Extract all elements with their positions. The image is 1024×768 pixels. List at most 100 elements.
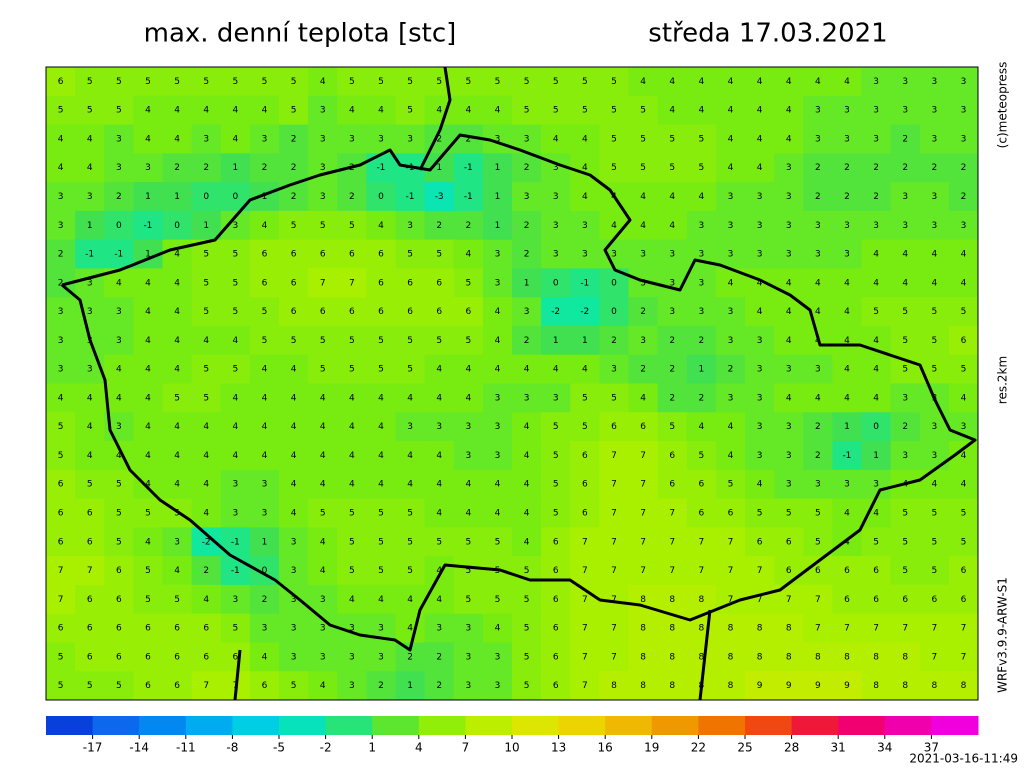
cell-label: 3 (524, 307, 530, 317)
cell-label: 4 (145, 307, 151, 317)
cell (541, 124, 571, 154)
cell-label: 6 (465, 307, 471, 317)
cell-label: 8 (786, 652, 792, 662)
cell-label: 7 (611, 566, 617, 576)
cell-label: 4 (349, 595, 355, 605)
cell (599, 297, 629, 327)
cell (191, 412, 222, 442)
cell (424, 239, 455, 269)
cell-label: -1 (114, 250, 123, 260)
cell (104, 239, 134, 269)
cell (657, 153, 688, 183)
cell-label: 4 (465, 106, 471, 116)
cell (395, 239, 426, 269)
colorbar-tick-label: 22 (691, 741, 706, 755)
cell-label: 7 (669, 566, 675, 576)
cell (395, 412, 426, 442)
cell-label: 3 (378, 624, 384, 634)
cell-label: 4 (961, 250, 967, 260)
cell-label: 8 (669, 681, 675, 691)
cell (861, 182, 892, 212)
cell (249, 671, 280, 701)
cell-label: 5 (58, 106, 64, 116)
cell (745, 556, 775, 586)
cell-label: 2 (844, 192, 850, 202)
cell (279, 469, 309, 500)
cell-label: 5 (873, 537, 879, 547)
cell (599, 383, 629, 413)
cell (308, 297, 338, 327)
cell-label: 4 (757, 134, 763, 144)
cell-label: 6 (786, 537, 792, 547)
cell (832, 642, 862, 672)
cell-label: 3 (495, 250, 501, 260)
cell (308, 441, 338, 471)
cell-label: 3 (232, 508, 238, 518)
cell-label: 4 (87, 422, 93, 432)
cell-label: 7 (640, 508, 646, 518)
cell (890, 325, 921, 356)
cell-label: 4 (232, 422, 238, 432)
cell (133, 95, 163, 126)
temperature-field: 6 5 5 5 5 5 5 5 5 4 5 5 5 5 5 5 5 5 5 5 4 4 4 4 4 4 4 4 3 3 3 3 5 5 5 4 4 4 4 4… (46, 67, 979, 701)
cell (599, 95, 629, 126)
cell-label: 4 (844, 336, 850, 346)
cell-label: 4 (436, 566, 442, 576)
cell-label: -2 (551, 307, 560, 317)
cell (75, 498, 105, 528)
cell (774, 469, 804, 500)
cell (657, 239, 688, 269)
cell (541, 239, 571, 269)
cell (337, 354, 367, 384)
cell (570, 354, 600, 384)
cell-label: 5 (524, 106, 530, 116)
cell (512, 642, 542, 672)
cell (395, 182, 426, 212)
cell-label: 3 (349, 134, 355, 144)
cell (220, 354, 251, 384)
cell (75, 268, 105, 298)
cell (541, 671, 571, 701)
cell (220, 498, 251, 528)
cell-label: 2 (815, 422, 821, 432)
cell-label: 5 (349, 508, 355, 518)
cell-label: 8 (640, 652, 646, 662)
cell-label: 5 (262, 336, 268, 346)
cell (162, 556, 193, 586)
cell (424, 268, 455, 298)
cell (774, 441, 804, 471)
colorbar-swatch (92, 716, 140, 735)
cell-label: 6 (174, 652, 180, 662)
cell (715, 469, 746, 500)
cell-label: 4 (815, 307, 821, 317)
cell (686, 354, 717, 384)
cell (220, 613, 251, 643)
cell-label: 4 (640, 77, 646, 87)
cell (803, 153, 833, 183)
cell-label: 4 (757, 106, 763, 116)
cell (803, 95, 833, 126)
cell (512, 153, 542, 183)
cell-label: 3 (553, 250, 559, 260)
cell-label: 5 (582, 77, 588, 87)
cell (686, 584, 717, 615)
cell-label: 4 (669, 192, 675, 202)
cell-label: 4 (174, 422, 180, 432)
cell-label: 7 (786, 595, 792, 605)
cell-label: 6 (87, 537, 93, 547)
colorbar-swatch (232, 716, 280, 735)
borders (61, 66, 977, 701)
cell-label: 5 (116, 77, 122, 87)
cell-label: 2 (58, 250, 64, 260)
cell-label: 4 (203, 480, 209, 490)
cell (482, 412, 513, 442)
cell-label: 4 (582, 365, 588, 375)
cell-label: 7 (931, 652, 937, 662)
cell (541, 469, 571, 500)
cell-label: 4 (174, 134, 180, 144)
cell-label: 8 (786, 624, 792, 634)
cell-label: 7 (582, 595, 588, 605)
cell (104, 124, 134, 154)
cell-label: 8 (902, 652, 908, 662)
cell-label: 6 (553, 624, 559, 634)
